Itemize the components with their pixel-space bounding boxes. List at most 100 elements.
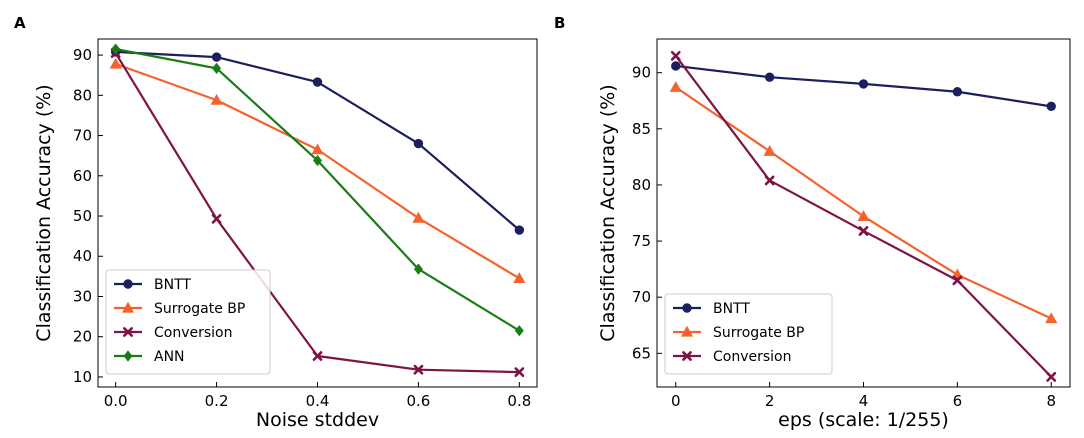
data-point [413,263,423,275]
x-tick-label: 8 [1046,392,1056,410]
y-tick-label: 10 [73,368,92,386]
y-tick-label: 30 [73,287,92,305]
y-tick-label: 80 [632,176,651,194]
legend-label: Surrogate BP [154,301,245,317]
series-surrogate-bp [669,81,1058,324]
data-point [413,138,424,149]
y-tick-label: 20 [73,328,92,346]
data-point [312,77,323,87]
data-point [514,367,525,378]
y-tick-label: 50 [73,207,92,225]
data-point [211,52,222,62]
data-point [669,81,682,92]
y-tick-label: 90 [632,64,651,82]
x-tick-label: 0.0 [104,392,128,410]
data-point [514,225,525,235]
x-tick-label: 0.6 [406,392,430,410]
data-point [670,50,681,61]
x-tick-label: 0.8 [507,392,531,410]
y-tick-label: 70 [632,288,651,306]
x-tick-label: 6 [953,392,963,410]
data-point [412,211,425,223]
x-tick-label: 0.4 [306,392,330,410]
x-tick-label: 0.2 [205,392,229,410]
data-point [514,325,524,337]
x-tick-label: 4 [859,392,869,410]
legend-marker [123,327,133,337]
panel-label: A [14,14,26,32]
panel-label: B [554,14,565,32]
legend-marker [680,325,694,337]
x-axis-label: eps (scale: 1/255) [778,409,949,431]
data-point [212,62,222,74]
data-point [413,364,424,375]
legend-item: ANN [114,349,185,365]
legend-item: Conversion [673,349,792,365]
legend-item: Conversion [114,325,233,341]
legend-item: BNTT [673,301,750,317]
data-point [763,145,776,156]
legend-marker [123,279,133,289]
legend-label: Conversion [154,325,233,341]
y-tick-label: 75 [632,232,651,250]
data-point [210,93,223,105]
legend-marker [123,350,133,362]
y-tick-label: 85 [632,120,651,138]
legend-box [105,269,271,375]
legend-item: BNTT [114,277,191,293]
x-tick-label: 0 [671,392,681,410]
x-axis-label: Noise stddev [256,409,379,431]
legend-marker [682,351,692,361]
data-point [671,61,681,71]
series-ann [111,43,524,337]
legend-marker [121,301,135,313]
y-tick-label: 90 [73,46,92,64]
x-tick-label: 2 [765,392,775,410]
data-point [312,351,323,361]
legend-marker [682,303,692,313]
data-point [1046,101,1056,112]
y-tick-label: 65 [632,344,651,362]
legend-item: Surrogate BP [114,301,245,317]
data-point [1046,371,1057,382]
data-point [311,143,324,155]
data-point [109,57,122,69]
legend-item: Surrogate BP [673,325,804,341]
legend-label: BNTT [154,277,191,293]
legend: BNTT Surrogate BP Conversion [664,293,833,375]
series-line [675,86,1052,320]
y-axis-label: Classification Accuracy (%) [597,84,619,341]
data-point [858,79,869,89]
legend-label: Conversion [713,349,792,365]
y-tick-label: 70 [73,127,92,145]
data-point [952,87,963,97]
legend: BNTT Surrogate BP Conversion ANN [105,269,271,375]
legend-label: BNTT [713,301,750,317]
y-tick-label: 60 [73,167,92,185]
data-point [764,175,775,186]
data-point [513,272,526,284]
chart-a: A 0.0 0.2 0.4 0.6 0.8 10 20 30 40 50 60 70 80 90 Noise … [14,14,538,431]
data-point [111,43,121,55]
series-conversion [670,50,1057,382]
y-tick-label: 40 [73,247,92,265]
series-bntt [671,61,1056,112]
data-point [952,275,963,286]
series-line [115,62,520,280]
data-point [858,226,869,236]
series-bntt [110,47,525,235]
y-axis-label: Classification Accuracy (%) [33,84,55,341]
series-conversion [110,48,525,378]
data-point [313,154,322,167]
data-point [1045,312,1058,324]
chart-b: B 0 2 4 6 8 65 70 75 80 85 90 eps (scale: 1/255) Clas… [554,14,1071,431]
data-point [857,210,870,222]
data-point [211,213,222,224]
series-surrogate-bp [109,57,526,284]
y-tick-label: 80 [73,86,92,104]
legend-label: ANN [154,349,185,365]
legend-label: Surrogate BP [713,325,804,341]
legend-box [664,293,833,375]
data-point [764,72,775,82]
